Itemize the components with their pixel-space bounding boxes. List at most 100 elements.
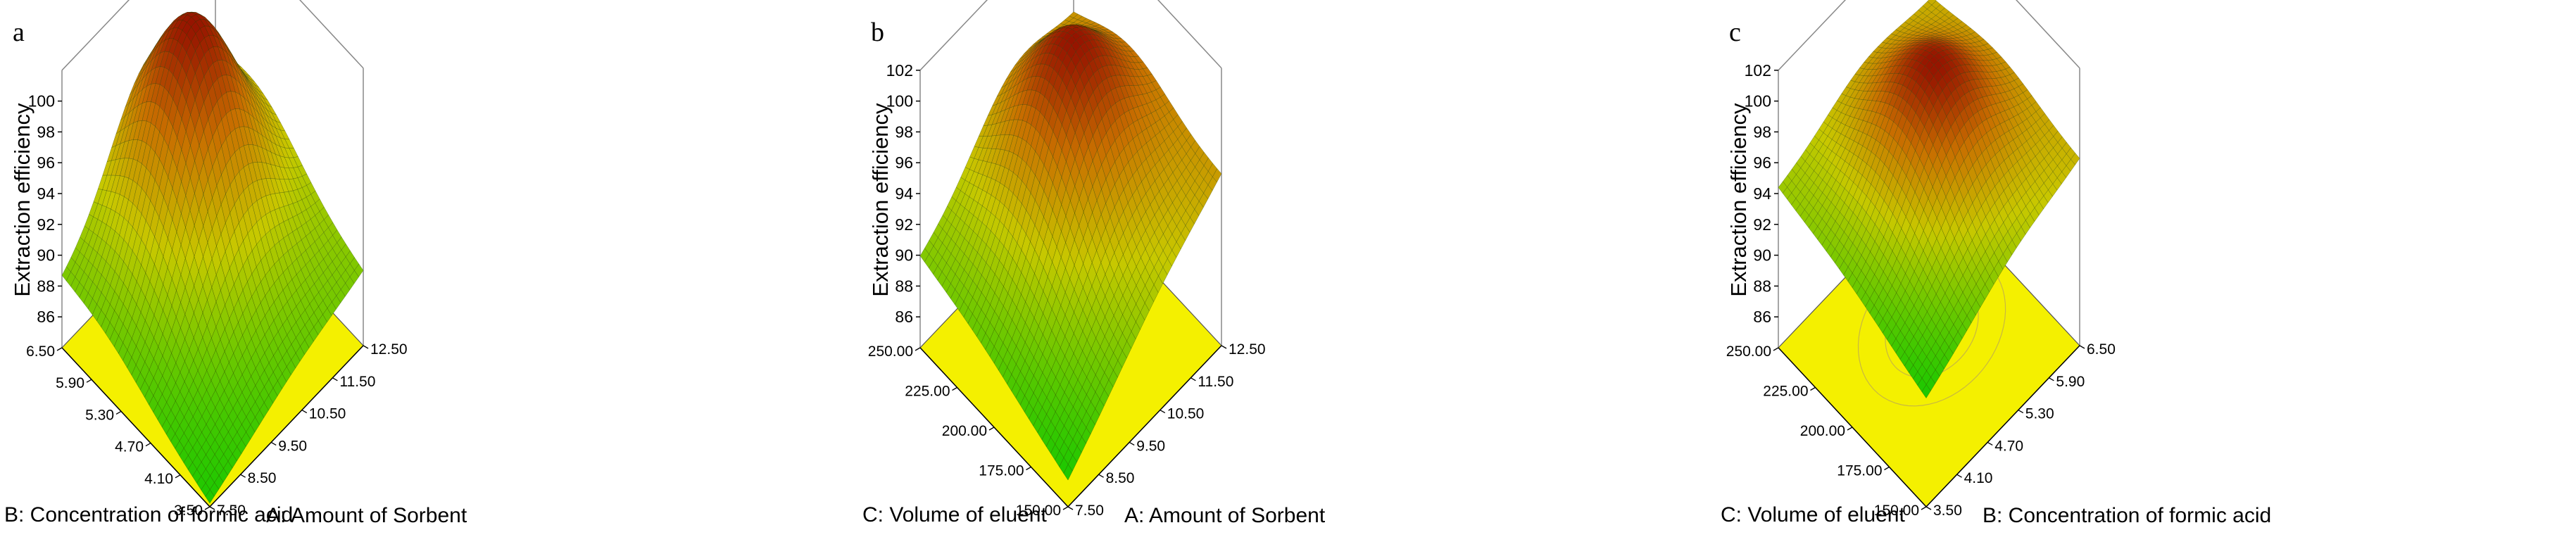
panel-letter: b: [871, 18, 884, 47]
y-tick-mark: [175, 474, 181, 479]
z-tick-label: 100: [28, 92, 55, 111]
x-tick-mark: [2049, 377, 2054, 381]
response-surface: [61, 11, 364, 504]
x-tick-mark: [1925, 506, 1932, 510]
x-tick-label: 7.50: [1075, 503, 1104, 519]
x-tick-mark: [1160, 410, 1166, 414]
y-tick-mark: [1026, 466, 1031, 471]
z-tick-label: 100: [886, 92, 913, 111]
y-axis: 3.504.104.705.305.906.50: [26, 343, 211, 519]
y-axis: 150.00 175.00 200.00 225.00 250.00: [1726, 343, 1927, 519]
box-edge: [299, 0, 364, 69]
z-tick-label: 98: [895, 122, 913, 141]
y-tick-label: 225.00: [905, 384, 950, 400]
response-surface: [919, 11, 1222, 481]
y-tick-label: 4.70: [115, 439, 144, 455]
z-tick-label: 94: [895, 184, 913, 203]
x-tick-mark: [270, 441, 277, 446]
y-axis-title: B: Concentration of formic acid: [4, 503, 293, 526]
box-edge: [1157, 0, 1222, 69]
x-tick-label: 4.10: [1964, 470, 1993, 486]
z-tick-label: 90: [37, 246, 55, 265]
panel-b: 86 88 90 92 94 96 98 100 102 Extraction efficienc…: [862, 0, 1326, 527]
y-tick-mark: [988, 427, 995, 431]
z-tick-label: 86: [895, 308, 913, 326]
floor-front-left-edge: [919, 347, 1069, 507]
box-edge: [2016, 0, 2080, 69]
y-tick-label: 200.00: [1800, 423, 1845, 439]
surface-cell: [1921, 384, 1931, 399]
z-axis-title: Extraction efficiency: [1726, 103, 1751, 297]
y-tick-label: 5.90: [56, 375, 84, 391]
z-tick-label: 102: [1745, 61, 1771, 80]
y-tick-label: 3.50: [174, 503, 203, 519]
x-tick-label: 8.50: [1106, 470, 1135, 486]
floor-front-right-edge: [1925, 345, 2080, 507]
y-tick-mark: [1062, 506, 1069, 510]
x-tick-mark: [240, 474, 246, 478]
z-tick-label: 92: [37, 215, 55, 234]
z-tick-label: 90: [895, 246, 913, 265]
y-tick-mark: [952, 386, 957, 391]
response-surface: [1778, 0, 2080, 399]
y-tick-mark: [204, 506, 211, 510]
x-tick-label: 5.30: [2025, 406, 2054, 422]
x-tick-label: 9.50: [1136, 438, 1165, 454]
x-tick-label: 7.50: [217, 503, 246, 519]
x-tick-label: 12.50: [1229, 341, 1266, 358]
y-tick-mark: [1921, 506, 1927, 510]
x-tick-mark: [1190, 377, 1196, 381]
x-tick-mark: [332, 377, 338, 381]
x-tick-mark: [1067, 506, 1074, 510]
floor-front-right-edge: [209, 345, 364, 507]
x-tick-label: 11.50: [1198, 374, 1233, 390]
z-tick-label: 98: [37, 122, 55, 141]
surface-cell: [205, 489, 215, 504]
y-tick-mark: [86, 379, 92, 383]
y-tick-mark: [145, 443, 151, 447]
floor-front-left-edge: [61, 347, 211, 507]
z-axis: 86 88 90 92 94 96 98 100 102: [886, 61, 920, 326]
x-tick-label: 11.50: [339, 374, 375, 390]
x-tick-label: 8.50: [248, 470, 277, 486]
panel-letter: c: [1729, 18, 1741, 47]
y-tick-label: 6.50: [26, 343, 55, 360]
z-tick-label: 88: [1753, 277, 1771, 295]
x-tick-label: 4.70: [1994, 438, 2023, 454]
z-tick-label: 96: [37, 153, 55, 172]
z-tick-label: 88: [37, 277, 55, 295]
x-axis-title: A: Amount of Sorbent: [266, 504, 467, 527]
z-tick-label: 88: [895, 277, 913, 295]
y-axis: 150.00 175.00 200.00 225.00 250.00: [868, 343, 1069, 519]
box-edge: [919, 0, 988, 71]
x-tick-label: 10.50: [1167, 406, 1205, 422]
y-tick-mark: [1773, 347, 1779, 351]
y-tick-label: 175.00: [1837, 463, 1882, 479]
x-axis-title: B: Concentration of formic acid: [1983, 504, 2271, 527]
panel-c: 86 88 90 92 94 96 98 100 102 Extraction efficienc…: [1721, 0, 2271, 527]
y-tick-mark: [1884, 466, 1890, 471]
y-tick-label: 225.00: [1763, 384, 1808, 400]
x-tick-label: 9.50: [278, 438, 307, 454]
z-tick-label: 90: [1753, 246, 1771, 265]
x-tick-mark: [301, 410, 308, 414]
y-tick-label: 250.00: [1726, 343, 1771, 360]
y-tick-mark: [915, 347, 921, 351]
x-tick-label: 5.90: [2056, 374, 2085, 390]
y-tick-label: 250.00: [868, 343, 913, 360]
x-axis-title: A: Amount of Sorbent: [1124, 504, 1326, 527]
x-tick-mark: [1129, 441, 1135, 446]
panel-letter: a: [13, 18, 25, 47]
floor-front-left-edge: [1778, 347, 1927, 507]
x-tick-mark: [2079, 345, 2085, 349]
z-tick-label: 92: [1753, 215, 1771, 234]
surface-cell: [1063, 464, 1073, 481]
x-tick-mark: [209, 506, 215, 510]
box-edge: [1778, 0, 1847, 71]
y-tick-label: 175.00: [979, 463, 1024, 479]
y-tick-label: 150.00: [1874, 503, 1919, 519]
x-tick-label: 12.50: [370, 341, 408, 358]
